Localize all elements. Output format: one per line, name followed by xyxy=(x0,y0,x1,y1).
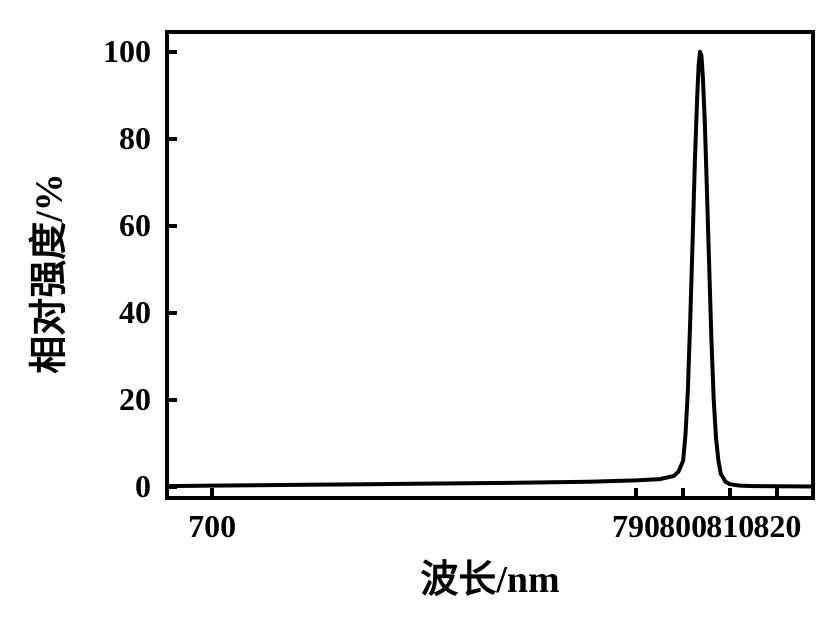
y-tick-mark xyxy=(165,50,177,54)
y-tick-label: 100 xyxy=(71,33,151,70)
spectrum-chart: 相对强度/% 波长/nm 020406080100700790800810820 xyxy=(0,0,830,619)
y-tick-mark xyxy=(165,398,177,402)
y-tick-mark xyxy=(165,311,177,315)
x-tick-mark xyxy=(775,488,779,500)
y-tick-mark xyxy=(165,224,177,228)
x-tick-mark xyxy=(681,488,685,500)
x-tick-mark xyxy=(210,488,214,500)
y-tick-label: 20 xyxy=(71,381,151,418)
x-tick-label: 700 xyxy=(172,508,252,545)
spectrum-line xyxy=(165,52,815,487)
y-tick-label: 0 xyxy=(71,468,151,505)
y-tick-mark xyxy=(165,485,177,489)
x-tick-mark xyxy=(634,488,638,500)
y-tick-label: 60 xyxy=(71,207,151,244)
y-tick-label: 80 xyxy=(71,120,151,157)
y-tick-mark xyxy=(165,137,177,141)
x-tick-mark xyxy=(728,488,732,500)
x-tick-label: 820 xyxy=(737,508,817,545)
y-tick-label: 40 xyxy=(71,294,151,331)
